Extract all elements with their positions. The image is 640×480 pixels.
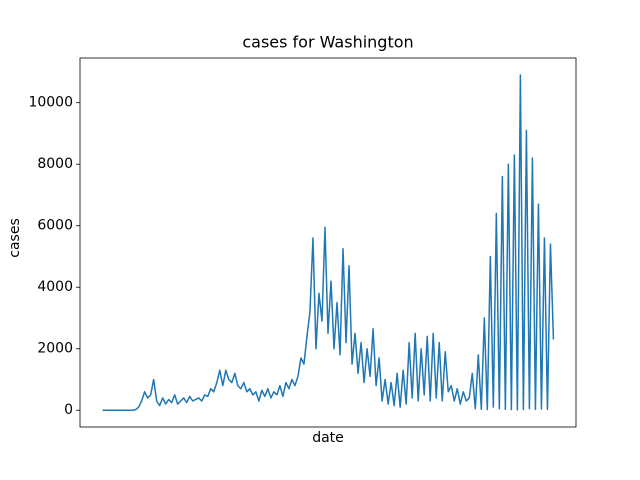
y-tick-label: 2000 <box>37 341 73 357</box>
y-tick-label: 8000 <box>37 156 73 172</box>
y-tick-label: 6000 <box>37 218 73 234</box>
y-axis-label: cases <box>7 218 23 257</box>
data-line <box>102 74 555 411</box>
y-tick-label: 0 <box>64 402 73 418</box>
y-tick-label: 4000 <box>37 279 73 295</box>
axes-frame <box>79 57 577 428</box>
y-tick-label: 10000 <box>28 95 73 111</box>
chart-title: cases for Washington <box>242 33 413 52</box>
x-axis-label: date <box>312 430 344 446</box>
